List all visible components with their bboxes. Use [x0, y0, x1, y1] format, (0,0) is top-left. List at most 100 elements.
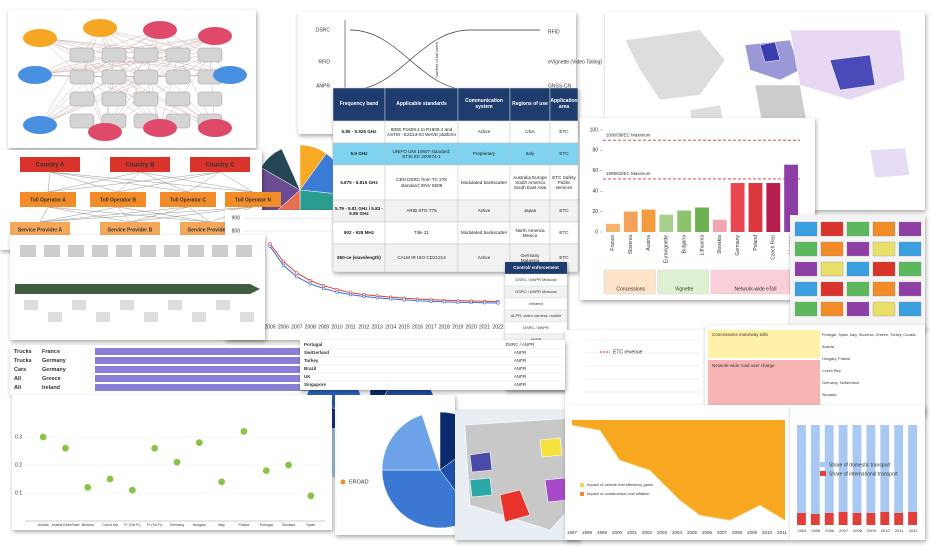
legend-label: EROAD — [349, 479, 369, 485]
table-cell: 5.875 - 5.815 GHz — [340, 180, 378, 185]
x-tick-label: Austria Ezee/Sam — [51, 523, 79, 527]
point — [308, 279, 312, 283]
thumbnail — [140, 245, 156, 257]
table-cell: North America Mexico — [515, 228, 544, 238]
table-cell: ETC — [559, 151, 568, 156]
point — [429, 299, 433, 303]
y-tick-label: 0.3 — [15, 434, 22, 440]
country-box — [190, 157, 250, 172]
cell-text: Communication system — [465, 98, 503, 110]
legend-swatch — [820, 471, 826, 476]
thumbnail — [216, 300, 230, 310]
bar-segment — [880, 425, 890, 512]
x-tick-label: 2006 — [702, 530, 713, 535]
x-tick-label: 2022 — [492, 324, 503, 330]
bar-segment — [838, 425, 848, 512]
flow-box — [898, 281, 922, 297]
cell-text: Regions of use — [512, 100, 548, 107]
cell-text: 5.85 - 5.925 GHz — [341, 129, 377, 135]
node — [23, 116, 57, 134]
connector — [39, 54, 211, 126]
legend-swatch — [580, 483, 584, 487]
row-label: Portugal — [304, 342, 322, 347]
node — [213, 66, 247, 84]
x-tick-label: 2021 — [479, 324, 490, 330]
group-box — [603, 269, 656, 295]
table-cell: Japan — [524, 208, 537, 213]
bar-segment — [824, 425, 834, 513]
flow-box — [898, 261, 922, 277]
connector — [49, 171, 254, 193]
x-tick-label: Czech Rep — [771, 235, 777, 260]
pie-slice — [381, 414, 441, 471]
table-cell-bg — [384, 164, 459, 201]
bar-segment — [797, 425, 806, 513]
x-tick-label: 2005 — [264, 324, 275, 330]
bar — [659, 214, 674, 232]
x-tick-label: Lithuania — [699, 235, 705, 256]
country-box — [20, 157, 80, 172]
legend-label: Share of domestic transport — [829, 462, 891, 468]
x-tick-label: 1998 — [582, 530, 593, 535]
bar — [623, 211, 638, 232]
node — [143, 119, 177, 137]
point — [38, 432, 48, 442]
point — [402, 298, 406, 302]
point — [335, 287, 339, 292]
x-tick-label: 2010 — [331, 324, 342, 330]
point — [217, 477, 227, 487]
region — [544, 477, 569, 503]
table-cell: UNIFO UNI 10607 standard; ETSI ES 200674… — [393, 149, 451, 159]
table-cell: CEN DSRC from TC 278 standard; ENV 5509 — [396, 177, 447, 187]
row-label: UK — [304, 374, 311, 379]
y-tick-label: 0.1 — [15, 490, 22, 496]
bar — [766, 183, 781, 232]
x-tick-label: 2003 — [657, 530, 668, 535]
point — [239, 426, 249, 436]
cell-text: 850-ce (wavelength) — [337, 255, 381, 261]
bar-segment — [894, 513, 904, 525]
table-cell: USA — [525, 129, 534, 134]
x-tick-label: Germany — [735, 235, 741, 256]
x-tick-label: 2007 — [291, 324, 302, 330]
flow-box — [820, 281, 844, 297]
row-label: Greece — [42, 376, 61, 382]
label: GNSS-CN — [548, 83, 571, 89]
point — [322, 286, 326, 291]
label: Country C — [206, 163, 236, 169]
x-tick-label: Germany — [170, 523, 185, 527]
row-label: Concessions motorway tolls — [712, 332, 769, 337]
x-tick-label: 2008 — [853, 528, 863, 533]
table-cell: DSRC / ANPR — [523, 324, 549, 330]
connector — [139, 171, 254, 193]
cell-text: DSRC / ANPR — [506, 342, 536, 347]
cell-text: Infrared — [529, 300, 543, 306]
y-tick-label: 900 — [232, 216, 241, 222]
table-cell: 902 - 928 MHz — [344, 230, 374, 235]
node — [69, 47, 95, 63]
bar-segment — [797, 513, 806, 525]
x-tick-label: 2014 — [385, 324, 396, 330]
connector — [39, 54, 83, 126]
cell-text: Australia Europe South America South Eas… — [513, 174, 547, 191]
x-tick-label: 1997 — [567, 530, 578, 535]
point — [60, 443, 71, 453]
country-label: Hungary, Poland — [822, 357, 850, 361]
cell-text: Modulated backscatter — [460, 230, 508, 236]
x-tick-label: 2004 — [797, 528, 807, 533]
bar-segment — [908, 512, 917, 525]
x-tick-label: 2020 — [466, 324, 477, 330]
label: Country A — [36, 163, 65, 169]
point — [295, 271, 299, 275]
cell-text: Applicable standards — [396, 100, 447, 107]
cell-text: DSRC / ANPR — [523, 324, 549, 330]
x-tick-label: 2019 — [452, 324, 463, 330]
table-cell: DSRC / ANPR Moscow — [515, 289, 556, 293]
operator-box — [90, 192, 146, 207]
table-cell: Modulated backscatter — [461, 180, 507, 185]
table-cell-bg — [509, 164, 551, 201]
connector — [34, 54, 147, 76]
x-tick-label: Portugal — [260, 523, 273, 527]
label: DSRC — [316, 27, 331, 33]
x-tick-label: Austria — [646, 235, 652, 251]
